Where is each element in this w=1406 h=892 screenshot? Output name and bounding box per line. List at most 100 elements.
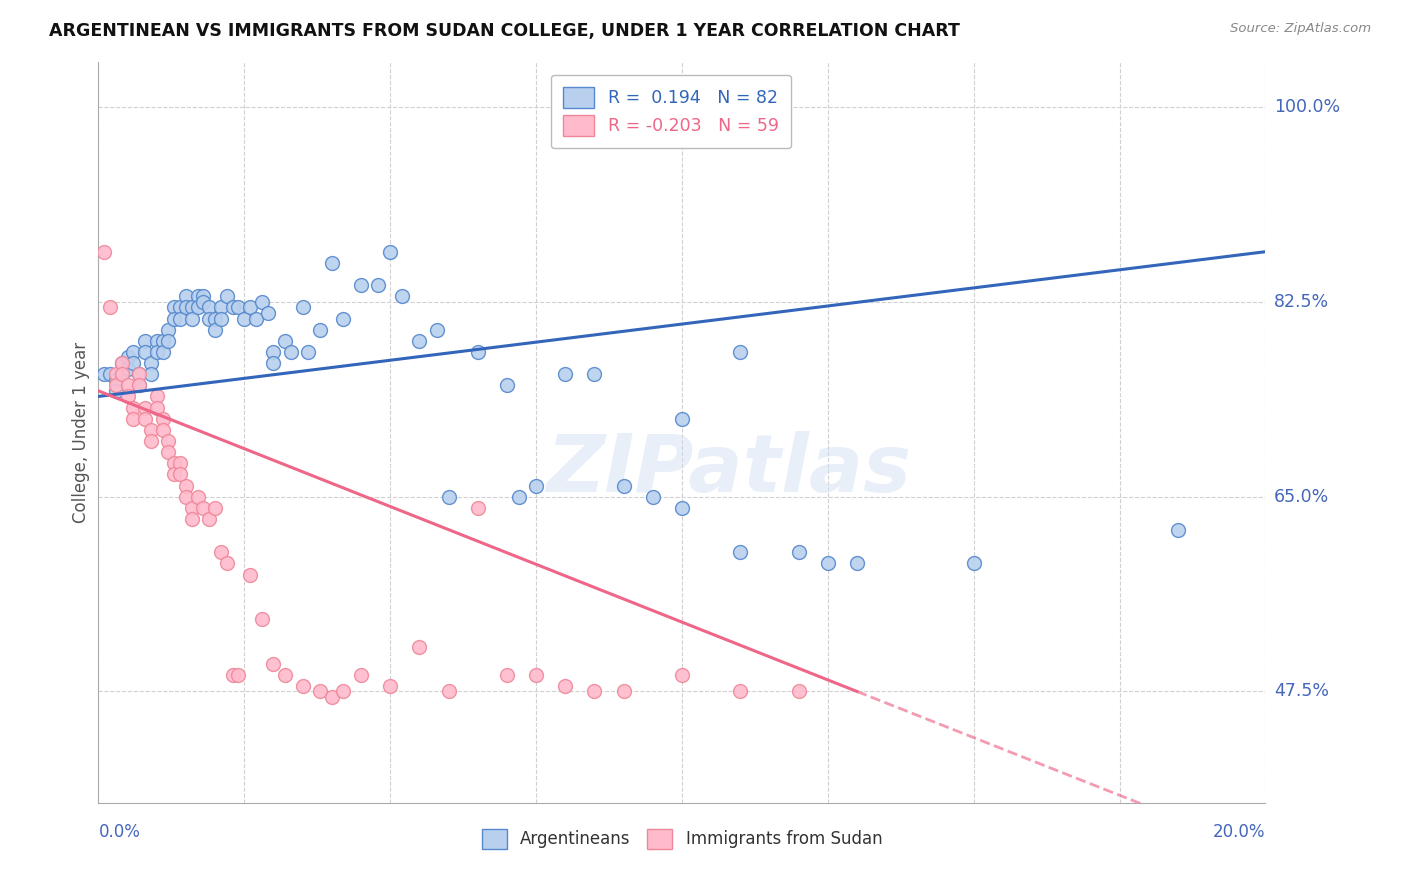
Text: 20.0%: 20.0% — [1213, 822, 1265, 841]
Point — [134, 401, 156, 415]
Point — [111, 356, 134, 370]
Point — [146, 334, 169, 348]
Point — [180, 301, 202, 315]
Point — [139, 434, 162, 448]
Point — [391, 289, 413, 303]
Point — [122, 411, 145, 425]
Point — [250, 294, 273, 309]
Text: Source: ZipAtlas.com: Source: ZipAtlas.com — [1230, 22, 1371, 36]
Point — [671, 411, 693, 425]
Point — [321, 256, 343, 270]
Point — [508, 490, 530, 504]
Point — [174, 289, 197, 303]
Point — [163, 467, 186, 482]
Point — [163, 456, 186, 470]
Point — [367, 278, 389, 293]
Point — [180, 500, 202, 515]
Point — [467, 500, 489, 515]
Point — [209, 311, 232, 326]
Point — [262, 356, 284, 370]
Point — [169, 467, 191, 482]
Point — [350, 667, 373, 681]
Point — [128, 367, 150, 381]
Text: 100.0%: 100.0% — [1274, 98, 1340, 116]
Point — [122, 356, 145, 370]
Point — [321, 690, 343, 704]
Point — [221, 667, 243, 681]
Point — [437, 490, 460, 504]
Point — [380, 244, 402, 259]
Point — [291, 679, 314, 693]
Point — [163, 301, 186, 315]
Point — [583, 367, 606, 381]
Point — [554, 679, 576, 693]
Point — [198, 512, 221, 526]
Point — [146, 401, 169, 415]
Point — [104, 384, 127, 398]
Point — [496, 378, 519, 392]
Point — [157, 445, 180, 459]
Point — [408, 640, 430, 654]
Point — [730, 345, 752, 359]
Point — [157, 434, 180, 448]
Point — [193, 500, 215, 515]
Point — [174, 301, 197, 315]
Point — [262, 345, 284, 359]
Point — [134, 334, 156, 348]
Point — [128, 367, 150, 381]
Point — [250, 612, 273, 626]
Point — [193, 294, 215, 309]
Point — [122, 401, 145, 415]
Point — [612, 478, 634, 492]
Point — [204, 323, 226, 337]
Point — [215, 289, 238, 303]
Point — [239, 301, 262, 315]
Point — [117, 378, 139, 392]
Point — [426, 323, 449, 337]
Point — [496, 667, 519, 681]
Point — [139, 367, 162, 381]
Point — [221, 301, 243, 315]
Point — [612, 684, 634, 698]
Point — [309, 323, 332, 337]
Point — [98, 367, 121, 381]
Point — [134, 345, 156, 359]
Point — [437, 684, 460, 698]
Point — [309, 684, 332, 698]
Point — [163, 311, 186, 326]
Point — [152, 334, 174, 348]
Point — [117, 351, 139, 365]
Point — [233, 311, 256, 326]
Point — [187, 289, 209, 303]
Point — [139, 423, 162, 437]
Point — [228, 667, 250, 681]
Point — [962, 557, 984, 571]
Point — [117, 389, 139, 403]
Point — [174, 478, 197, 492]
Point — [134, 411, 156, 425]
Point — [169, 301, 191, 315]
Point — [1167, 523, 1189, 537]
Text: ARGENTINEAN VS IMMIGRANTS FROM SUDAN COLLEGE, UNDER 1 YEAR CORRELATION CHART: ARGENTINEAN VS IMMIGRANTS FROM SUDAN COL… — [49, 22, 960, 40]
Point — [274, 667, 297, 681]
Y-axis label: College, Under 1 year: College, Under 1 year — [72, 342, 90, 524]
Point — [332, 684, 354, 698]
Point — [280, 345, 302, 359]
Point — [671, 667, 693, 681]
Point — [524, 667, 547, 681]
Point — [262, 657, 284, 671]
Point — [787, 545, 810, 559]
Point — [846, 557, 869, 571]
Point — [198, 301, 221, 315]
Point — [104, 378, 127, 392]
Text: ZIPatlas: ZIPatlas — [546, 431, 911, 508]
Point — [157, 323, 180, 337]
Point — [245, 311, 267, 326]
Point — [554, 367, 576, 381]
Point — [193, 289, 215, 303]
Point — [583, 684, 606, 698]
Point — [209, 301, 232, 315]
Point — [180, 311, 202, 326]
Point — [98, 301, 121, 315]
Point — [228, 301, 250, 315]
